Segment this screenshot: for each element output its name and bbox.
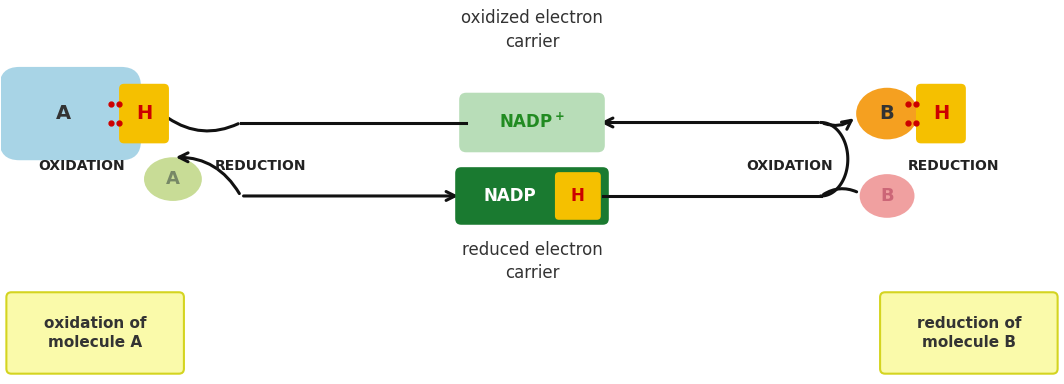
Text: OXIDATION: OXIDATION bbox=[38, 159, 124, 173]
FancyBboxPatch shape bbox=[460, 93, 604, 152]
Text: H: H bbox=[571, 187, 585, 205]
Text: B: B bbox=[880, 104, 895, 123]
FancyBboxPatch shape bbox=[555, 172, 601, 220]
Text: REDUCTION: REDUCTION bbox=[215, 159, 306, 173]
Text: OXIDATION: OXIDATION bbox=[746, 159, 833, 173]
Text: A: A bbox=[166, 170, 180, 188]
Text: A: A bbox=[55, 104, 71, 123]
Ellipse shape bbox=[144, 157, 202, 201]
Text: NADP$\mathbf{^+}$: NADP$\mathbf{^+}$ bbox=[499, 113, 565, 132]
Text: oxidation of
molecule A: oxidation of molecule A bbox=[44, 316, 147, 350]
FancyBboxPatch shape bbox=[455, 167, 609, 225]
Text: B: B bbox=[880, 187, 894, 205]
FancyBboxPatch shape bbox=[916, 84, 966, 143]
Text: REDUCTION: REDUCTION bbox=[909, 159, 1000, 173]
Text: H: H bbox=[933, 104, 949, 123]
Text: reduction of
molecule B: reduction of molecule B bbox=[916, 316, 1021, 350]
FancyBboxPatch shape bbox=[880, 292, 1058, 374]
FancyBboxPatch shape bbox=[0, 67, 142, 160]
Text: reduced electron
carrier: reduced electron carrier bbox=[462, 241, 602, 282]
Text: NADP: NADP bbox=[484, 187, 536, 205]
FancyBboxPatch shape bbox=[119, 84, 169, 143]
Text: oxidized electron
carrier: oxidized electron carrier bbox=[461, 9, 603, 51]
Ellipse shape bbox=[857, 88, 918, 139]
FancyBboxPatch shape bbox=[6, 292, 184, 374]
Text: H: H bbox=[136, 104, 152, 123]
Ellipse shape bbox=[860, 174, 914, 218]
